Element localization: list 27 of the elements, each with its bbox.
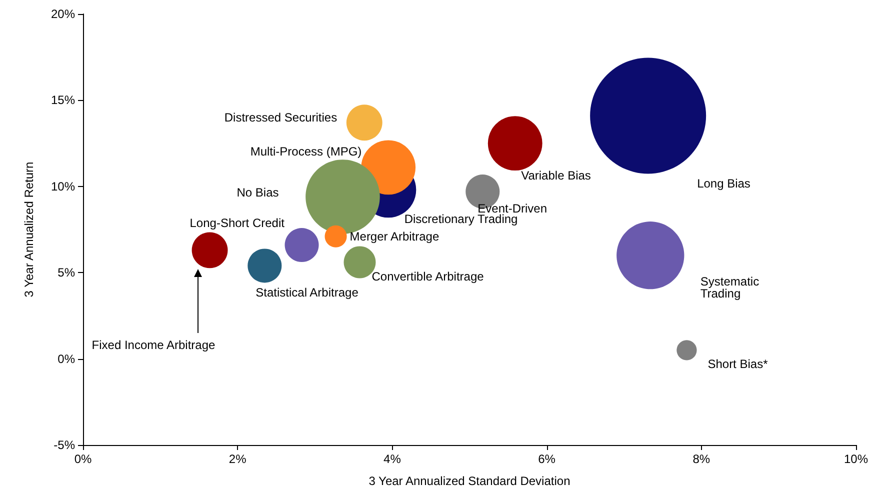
x-tick-label: 4% bbox=[384, 452, 402, 466]
series-label: Variable Bias bbox=[521, 168, 591, 182]
series-label: Systematic Trading bbox=[700, 274, 762, 300]
text: Fixed Income Arbitrage bbox=[92, 338, 216, 352]
text: No Bias bbox=[236, 186, 279, 200]
y-tick-label: 20% bbox=[50, 7, 76, 21]
y-tick-label: 15% bbox=[50, 93, 76, 108]
x-tick-label: 2% bbox=[228, 452, 247, 466]
x-tick-label: 0% bbox=[74, 452, 92, 466]
series-label: Short Bias* bbox=[708, 357, 768, 372]
series-label: Statistical Arbitrage bbox=[256, 286, 359, 300]
series-label: Merger Arbitrage bbox=[350, 229, 440, 244]
series-label: Long Bias bbox=[697, 176, 750, 191]
x-tick-label: 10% bbox=[844, 452, 868, 466]
x-tick-label: 8% bbox=[692, 452, 710, 466]
y-tick-label: 0% bbox=[58, 352, 76, 366]
y-tick-label: 5% bbox=[58, 266, 76, 280]
series-label: Discretionary Trading bbox=[404, 212, 518, 226]
series-label: Convertible Arbitrage bbox=[372, 269, 484, 284]
series-label: Long-Short Credit bbox=[190, 216, 286, 230]
x-axis-title: 3 Year Annualized Standard Deviation bbox=[368, 474, 570, 488]
y-axis-title: 3 Year Annualized Return bbox=[22, 162, 36, 298]
series-label: Distressed Securities bbox=[224, 110, 338, 125]
series-label: Multi-Process (MPG) bbox=[250, 144, 362, 158]
x-tick-label: 6% bbox=[538, 452, 556, 466]
y-tick-label: -5% bbox=[54, 438, 76, 452]
y-tick-label: 10% bbox=[50, 179, 76, 194]
